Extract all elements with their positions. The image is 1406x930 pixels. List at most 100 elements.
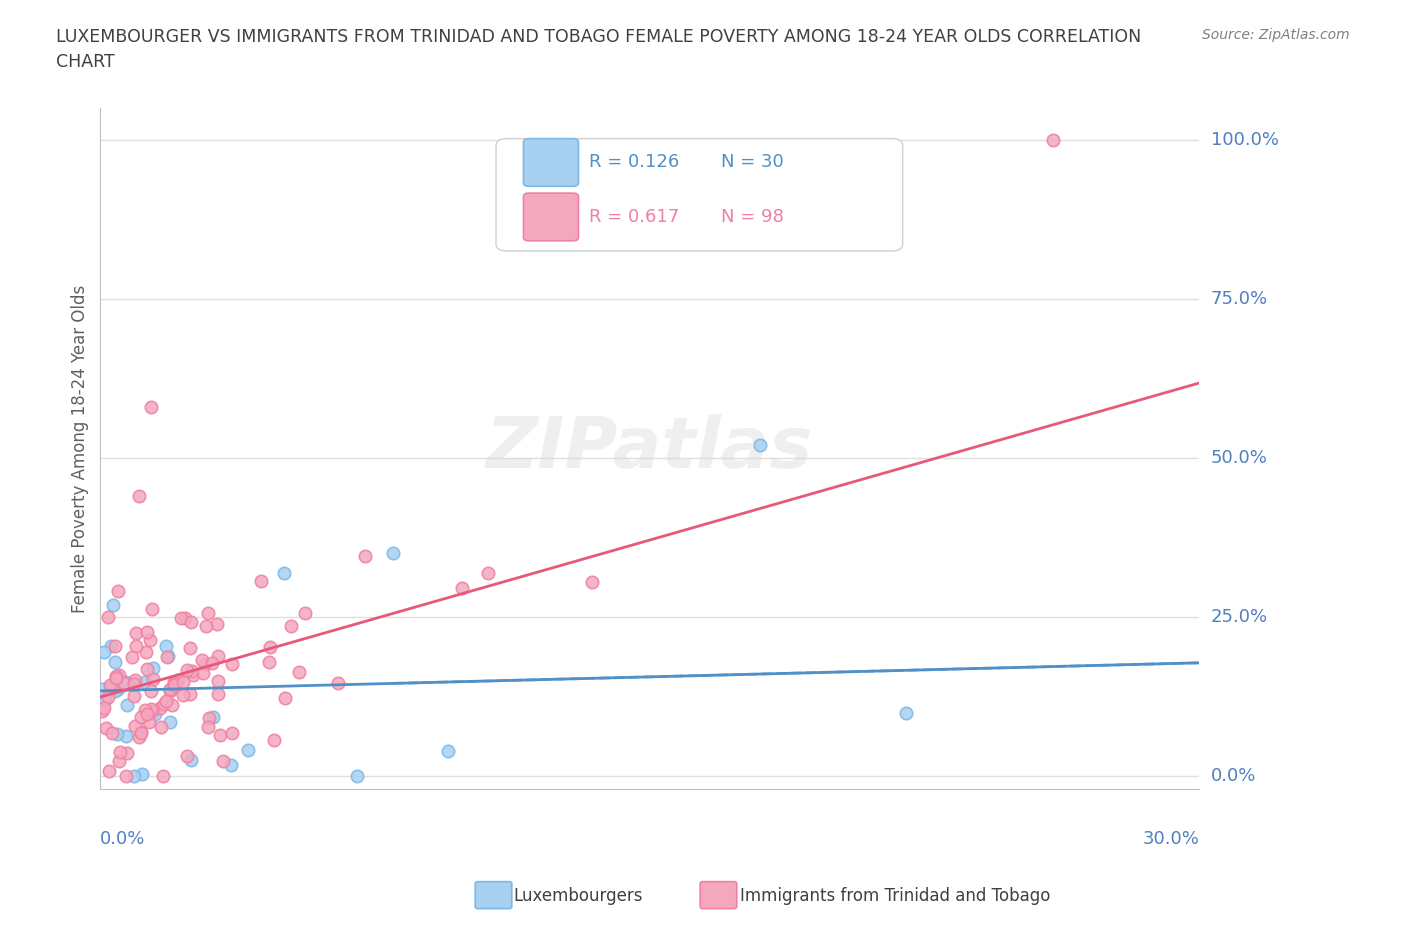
Point <box>179 640 201 655</box>
Point <box>122 688 145 703</box>
Text: N = 30: N = 30 <box>721 153 785 171</box>
Point <box>141 701 163 716</box>
Point <box>107 584 129 599</box>
Point <box>121 650 143 665</box>
Point <box>153 697 176 711</box>
Text: 30.0%: 30.0% <box>1143 830 1199 848</box>
Point <box>139 400 162 415</box>
Point <box>135 625 157 640</box>
Point <box>105 669 128 684</box>
Text: N = 98: N = 98 <box>721 208 785 226</box>
Text: R = 0.126: R = 0.126 <box>589 153 679 171</box>
Point <box>197 605 219 620</box>
Point <box>190 652 212 667</box>
Point <box>115 746 138 761</box>
Point <box>104 671 127 685</box>
Point <box>142 671 165 686</box>
Point <box>346 769 368 784</box>
Point <box>124 719 146 734</box>
Point <box>131 766 153 781</box>
Point <box>159 684 181 698</box>
Point <box>141 684 163 698</box>
Point <box>263 732 285 747</box>
Point <box>163 674 186 689</box>
Point <box>155 639 177 654</box>
Point <box>122 769 145 784</box>
Point <box>122 676 145 691</box>
Point <box>287 665 309 680</box>
Point <box>212 754 235 769</box>
Point <box>176 663 198 678</box>
Text: 50.0%: 50.0% <box>1211 449 1267 467</box>
Text: Luxembourgers: Luxembourgers <box>513 886 643 905</box>
Point <box>179 687 201 702</box>
Point <box>107 682 129 697</box>
Point <box>382 546 405 561</box>
Point <box>156 650 179 665</box>
Point <box>155 694 177 709</box>
Point <box>93 700 115 715</box>
Point <box>90 682 112 697</box>
Point <box>141 703 163 718</box>
Point <box>167 672 190 687</box>
Point <box>581 574 603 589</box>
FancyBboxPatch shape <box>496 139 903 251</box>
Point <box>114 674 136 689</box>
Point <box>437 743 460 758</box>
Point <box>197 719 219 734</box>
Point <box>97 690 120 705</box>
Point <box>273 690 295 705</box>
Point <box>172 687 194 702</box>
Point <box>143 707 166 722</box>
Point <box>273 565 295 580</box>
Point <box>294 605 316 620</box>
Point <box>129 710 152 724</box>
Point <box>259 640 281 655</box>
Point <box>202 710 225 724</box>
Point <box>108 744 131 759</box>
Point <box>101 725 124 740</box>
Text: Source: ZipAtlas.com: Source: ZipAtlas.com <box>1202 28 1350 42</box>
Point <box>159 682 181 697</box>
Point <box>101 598 124 613</box>
Point <box>128 729 150 744</box>
Point <box>135 661 157 676</box>
Point <box>176 749 198 764</box>
Text: 0.0%: 0.0% <box>1211 767 1256 785</box>
Point <box>138 714 160 729</box>
Point <box>198 711 221 725</box>
Point <box>170 610 193 625</box>
Point <box>180 663 202 678</box>
Point <box>257 654 280 669</box>
Point <box>104 684 127 698</box>
Point <box>221 657 243 671</box>
Point <box>107 753 129 768</box>
Point <box>195 618 218 633</box>
Point <box>90 704 112 719</box>
Point <box>163 678 186 693</box>
Point <box>748 438 770 453</box>
Point <box>221 725 243 740</box>
Point <box>207 648 229 663</box>
Point <box>249 573 271 588</box>
Point <box>115 769 138 784</box>
Point <box>180 615 202 630</box>
Point <box>149 700 172 715</box>
Text: 0.0%: 0.0% <box>100 830 146 848</box>
Point <box>135 644 157 659</box>
Point <box>193 666 215 681</box>
Point <box>125 638 148 653</box>
Point <box>131 724 153 739</box>
Point <box>207 686 229 701</box>
Point <box>136 706 159 721</box>
Text: Immigrants from Trinidad and Tobago: Immigrants from Trinidad and Tobago <box>740 886 1050 905</box>
Point <box>134 703 156 718</box>
Point <box>451 580 474 595</box>
Y-axis label: Female Poverty Among 18-24 Year Olds: Female Poverty Among 18-24 Year Olds <box>72 285 89 613</box>
Point <box>162 698 184 712</box>
Point <box>180 752 202 767</box>
Text: ZIPatlas: ZIPatlas <box>486 414 814 483</box>
Point <box>207 673 229 688</box>
Text: 75.0%: 75.0% <box>1211 290 1268 308</box>
Point <box>194 657 217 671</box>
